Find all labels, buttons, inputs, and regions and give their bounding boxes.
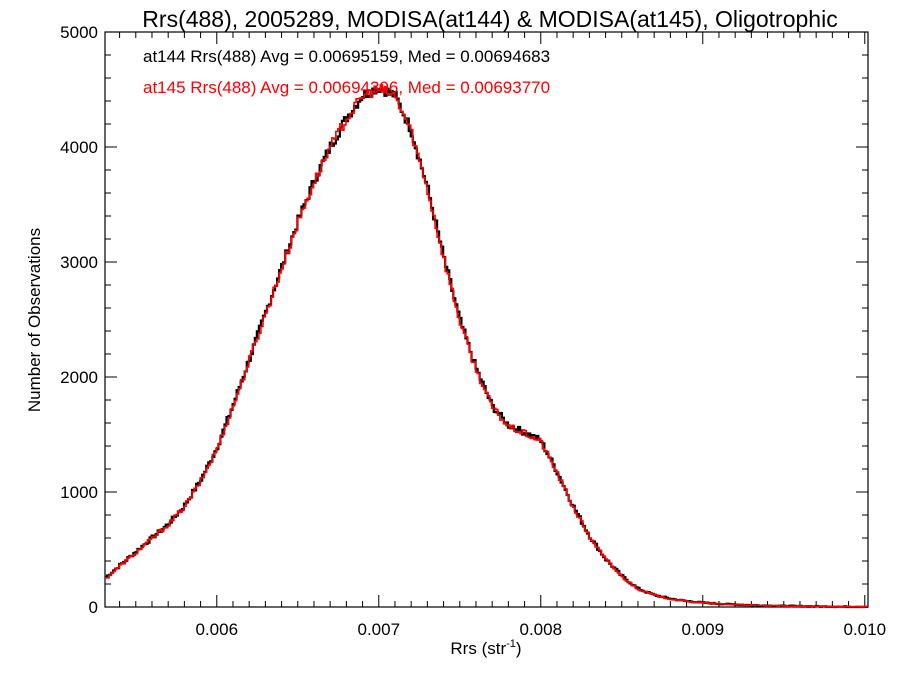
x-tick-label: 0.009	[681, 620, 724, 639]
x-axis-label-main: Rrs (str	[450, 639, 506, 658]
y-axis-ticks: 0 1000 2000 3000 4000 5000	[60, 23, 868, 617]
plot-frame	[104, 31, 869, 608]
y-tick-label: 3000	[60, 253, 98, 272]
series-line-at144	[105, 87, 868, 609]
y-tick-label: 1000	[60, 483, 98, 502]
x-tick-label: 0.008	[519, 620, 562, 639]
annotation-at144: at144 Rrs(488) Avg = 0.00695159, Med = 0…	[143, 47, 550, 66]
x-axis-label: Rrs (str-1)	[450, 638, 521, 658]
x-axis-label-close: )	[516, 639, 522, 658]
y-tick-label: 5000	[60, 23, 98, 42]
series-line-at145	[105, 84, 868, 608]
series-layer	[105, 84, 868, 609]
y-axis-label: Number of Observations	[25, 228, 44, 412]
x-tick-label: 0.010	[843, 620, 886, 639]
y-tick-label: 0	[89, 598, 98, 617]
chart-title: Rrs(488), 2005289, MODISA(at144) & MODIS…	[142, 6, 837, 32]
y-tick-label: 4000	[60, 138, 98, 157]
y-tick-label: 2000	[60, 368, 98, 387]
x-tick-label: 0.007	[357, 620, 400, 639]
x-tick-label: 0.006	[196, 620, 239, 639]
annotation-at145: at145 Rrs(488) Avg = 0.00694396, Med = 0…	[143, 78, 550, 97]
x-axis-label-superscript: -1	[506, 638, 516, 650]
x-axis-ticks: 0.006 0.007 0.008 0.009 0.010	[119, 32, 886, 639]
